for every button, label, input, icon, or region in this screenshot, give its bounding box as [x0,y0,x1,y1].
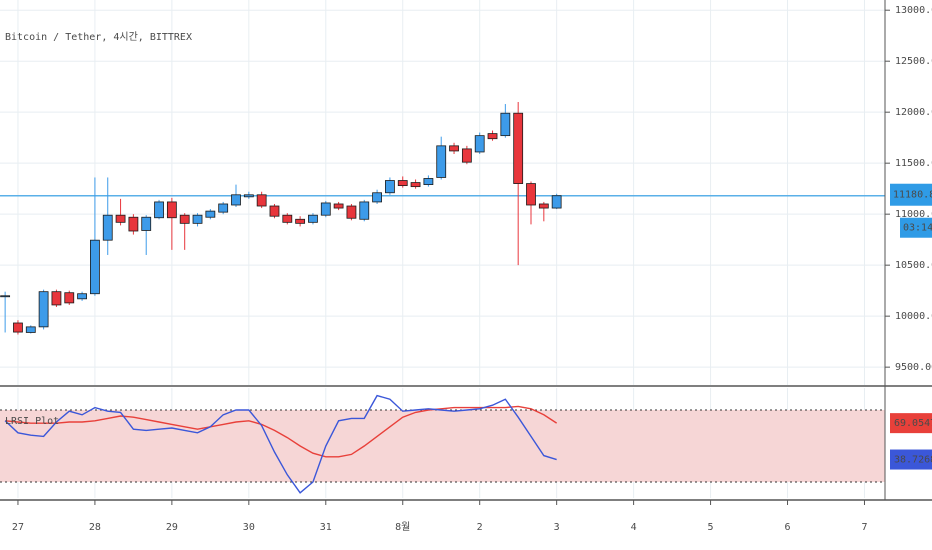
y-tick-label: 10500.00000 [895,260,932,271]
candle-body [551,195,562,209]
chart-title: Bitcoin / Tether, 4시간, BITTREX [5,31,192,43]
candle-body [282,214,293,223]
x-tick-label: 28 [89,522,101,533]
candle-body [397,180,408,187]
x-tick-label: 29 [166,522,178,533]
indicator-band [0,410,885,482]
indicator-tag [890,449,932,470]
price-tag-label: 11180.84470 [893,190,932,201]
indicator-title: LRSI Plot [5,416,59,427]
x-tick-label: 31 [320,522,332,533]
candle-body [64,292,75,304]
candle-body [51,291,62,306]
candle-body [154,201,164,219]
candle-body [102,214,113,241]
candle-body [205,210,216,218]
candle-body [231,194,241,206]
x-tick-label: 6 [785,522,791,533]
countdown-tag [900,217,932,238]
candle-body [538,203,549,209]
candle-body [372,192,382,203]
candle-body [25,326,36,333]
candle-body [513,112,524,184]
candle-body [295,218,306,224]
candle-body [166,201,177,219]
x-tick-label: 5 [708,522,714,533]
candle-body [218,203,229,213]
x-tick-label: 3 [554,522,560,533]
y-tick-label: 12500.00000 [895,56,932,67]
candle-body [269,205,280,217]
x-tick-label: 30 [243,522,255,533]
candle-body [128,216,139,232]
candle-body [115,214,126,223]
candle-body [192,214,203,224]
y-tick-label: 11000.00000 [895,209,932,220]
x-tick-label: 8월 [395,521,410,533]
countdown-label: 03:14:31 [903,223,932,234]
candle-body [38,291,49,328]
price-tag [890,183,932,206]
candle-body [243,194,254,198]
indicator-line [4,394,557,494]
x-tick-label: 2 [477,522,483,533]
y-tick-label: 10000.00000 [895,311,932,322]
candle-body [461,148,472,163]
candle-body [423,178,434,185]
candle-body [359,201,370,220]
x-tick-label: 27 [12,522,24,533]
candle-body [526,183,536,206]
candle-body [320,202,331,216]
y-tick-label: 13000.00000 [895,5,932,16]
indicator-tag-label: 38.72681 [894,455,932,466]
candle-body [13,322,23,333]
candle-body [436,145,447,178]
indicator-tag [890,413,932,434]
candle-body [308,214,318,223]
candle-body [474,135,485,153]
x-tick-label: 4 [631,522,637,533]
indicator-tag-label: 69.05470 [894,418,932,429]
candle-body [385,180,395,194]
candle-body [141,216,152,231]
indicator-line [5,405,558,458]
y-tick-label: 11500.00000 [895,158,932,169]
x-tick-label: 7 [861,522,867,533]
candle-body [90,239,100,295]
y-tick-label: 12000.00000 [895,107,932,118]
candle-body [333,203,344,209]
candle-body [77,293,87,300]
candle-body [0,295,11,298]
candle-body [179,214,190,224]
y-tick-label: 9500.00000 [895,362,932,373]
candle-body [256,194,267,207]
candle-body [410,182,421,188]
candle-body [449,145,459,152]
candle-body [346,205,357,219]
candle-body [500,112,511,137]
candle-body [487,133,498,140]
